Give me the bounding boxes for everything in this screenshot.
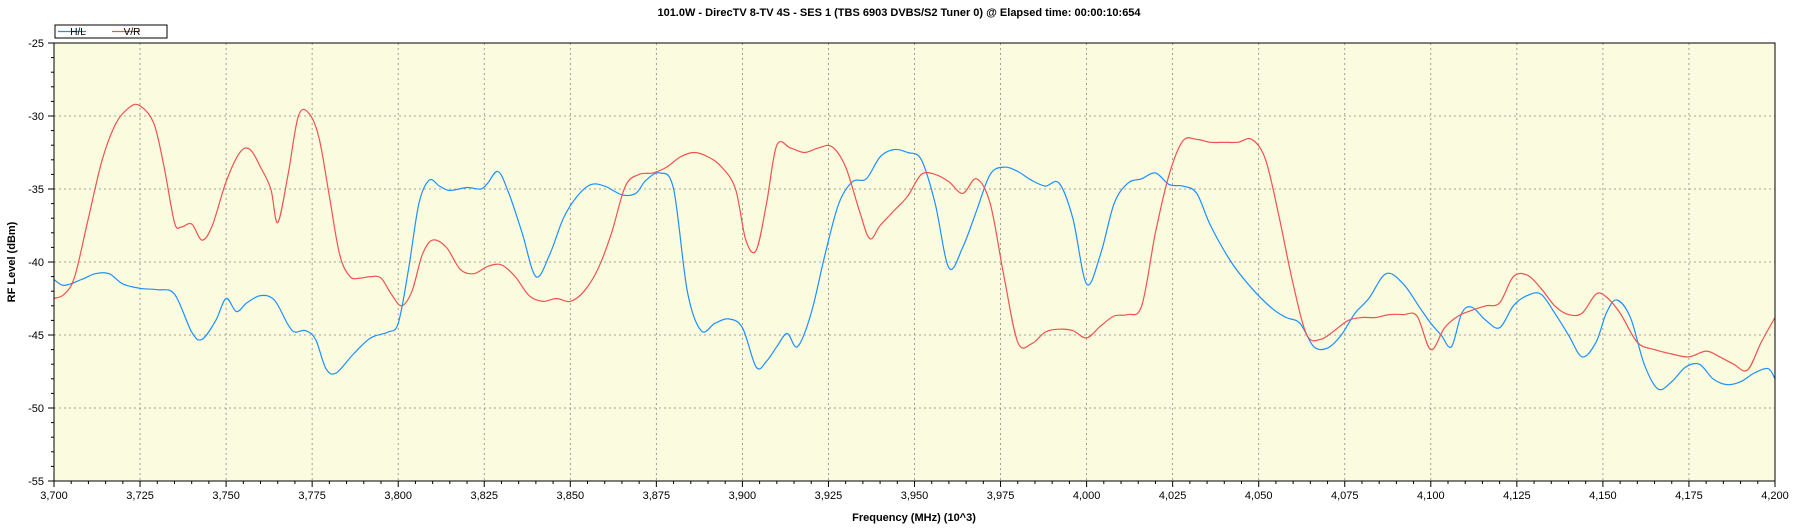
x-tick-label: 3,925	[815, 490, 843, 502]
series-lines	[53, 103, 1776, 391]
legend-label: V/R	[124, 27, 141, 38]
x-tick-label: 3,850	[557, 490, 585, 502]
x-tick-label: 3,775	[298, 490, 326, 502]
x-axis-label: Frequency (MHz) (10^3)	[852, 512, 976, 524]
x-tick-label: 4,175	[1675, 490, 1703, 502]
x-tick-label: 4,075	[1331, 490, 1359, 502]
x-tick-label: 3,900	[729, 490, 757, 502]
x-tick-label: 4,000	[1073, 490, 1101, 502]
y-tick-label: -30	[28, 111, 44, 123]
x-tick-label: 3,700	[40, 490, 68, 502]
legend: H/L V/R	[54, 24, 168, 39]
y-tick-label: -55	[28, 476, 44, 488]
x-tick-label: 3,800	[384, 490, 412, 502]
y-tick-label: -35	[28, 184, 44, 196]
x-tick-label: 4,200	[1761, 490, 1789, 502]
grid	[54, 43, 1775, 481]
series-line-h-l	[53, 148, 1776, 391]
x-tick-label: 3,950	[901, 490, 929, 502]
x-tick-label: 3,975	[987, 490, 1015, 502]
y-tick-label: -40	[28, 257, 44, 269]
y-tick-label: -50	[28, 403, 44, 415]
x-axis: 3,700 3,725 3,750 3,775 3,800 3,825 3,850 3,875…	[40, 481, 1789, 502]
x-tick-label: 3,875	[643, 490, 671, 502]
x-tick-label: 4,150	[1589, 490, 1617, 502]
legend-box	[54, 24, 168, 39]
x-tick-label: 3,825	[470, 490, 498, 502]
x-tick-label: 4,025	[1159, 490, 1187, 502]
y-axis-label: RF Level (dBm)	[6, 221, 18, 302]
x-tick-label: 3,750	[212, 490, 240, 502]
y-tick-label: -45	[28, 330, 44, 342]
x-tick-label: 4,050	[1245, 490, 1273, 502]
x-tick-label: 3,725	[126, 490, 154, 502]
chart-title: 101.0W - DirecTV 8-TV 4S - SES 1 (TBS 69…	[657, 7, 1141, 19]
legend-label: H/L	[70, 27, 86, 38]
series-line-v-r	[53, 103, 1776, 372]
y-tick-label: -25	[28, 38, 44, 50]
x-tick-label: 4,125	[1503, 490, 1531, 502]
x-tick-label: 4,100	[1417, 490, 1445, 502]
y-axis: -25 -30 -35 -40 -45 -50 -55	[28, 38, 54, 488]
